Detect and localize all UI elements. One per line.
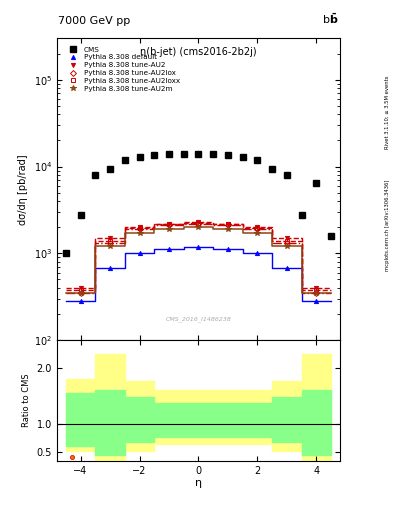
Pythia 8.308 tune-AU2m (108, 243, 112, 249)
Pythia 8.308 tune-AU2lox (78, 290, 83, 296)
CMS (285, 172, 289, 178)
Pythia 8.308 tune-AU2lox (167, 222, 171, 228)
CMS (93, 172, 97, 178)
Y-axis label: dσ/dη [pb/rad]: dσ/dη [pb/rad] (18, 154, 28, 225)
CMS (108, 165, 112, 172)
Line: Pythia 8.308 default: Pythia 8.308 default (79, 245, 318, 304)
Pythia 8.308 default (314, 298, 319, 305)
Pythia 8.308 tune-AU2m (167, 226, 171, 232)
Pythia 8.308 tune-AU2loxx (285, 238, 289, 244)
Line: Pythia 8.308 tune-AU2m: Pythia 8.308 tune-AU2m (78, 224, 319, 296)
Pythia 8.308 tune-AU2m (314, 290, 319, 296)
Line: Pythia 8.308 tune-AU2lox: Pythia 8.308 tune-AU2lox (79, 222, 318, 295)
Pythia 8.308 default (255, 249, 260, 255)
Pythia 8.308 tune-AU2 (226, 221, 230, 227)
Pythia 8.308 tune-AU2lox (108, 240, 112, 246)
Text: 7000 GeV pp: 7000 GeV pp (58, 15, 130, 26)
Pythia 8.308 tune-AU2loxx (78, 287, 83, 293)
Pythia 8.308 tune-AU2m (226, 226, 230, 232)
CMS (78, 211, 83, 218)
Text: mcplots.cern.ch [arXiv:1306.3436]: mcplots.cern.ch [arXiv:1306.3436] (385, 180, 390, 271)
Pythia 8.308 tune-AU2 (255, 224, 260, 230)
Pythia 8.308 default (78, 298, 83, 305)
Pythia 8.308 tune-AU2lox (226, 222, 230, 228)
CMS (329, 232, 333, 239)
CMS (211, 151, 215, 157)
CMS (122, 157, 127, 163)
CMS (167, 151, 171, 157)
Pythia 8.308 tune-AU2loxx (196, 220, 201, 226)
Text: Rivet 3.1.10; ≥ 3.5M events: Rivet 3.1.10; ≥ 3.5M events (385, 76, 390, 150)
Pythia 8.308 tune-AU2lox (314, 290, 319, 296)
Pythia 8.308 default (285, 265, 289, 271)
Pythia 8.308 tune-AU2loxx (226, 221, 230, 227)
Pythia 8.308 default (108, 265, 112, 271)
Text: CMS_2016_I1486238: CMS_2016_I1486238 (165, 316, 231, 322)
Pythia 8.308 tune-AU2 (137, 224, 142, 230)
Pythia 8.308 default (137, 249, 142, 255)
Line: CMS: CMS (63, 151, 334, 256)
Pythia 8.308 tune-AU2 (314, 285, 319, 291)
Line: Pythia 8.308 tune-AU2loxx: Pythia 8.308 tune-AU2loxx (79, 221, 318, 292)
Legend: CMS, Pythia 8.308 default, Pythia 8.308 tune-AU2, Pythia 8.308 tune-AU2lox, Pyth: CMS, Pythia 8.308 default, Pythia 8.308 … (63, 45, 181, 93)
CMS (255, 157, 260, 163)
CMS (137, 154, 142, 160)
Pythia 8.308 tune-AU2loxx (108, 238, 112, 244)
Pythia 8.308 tune-AU2loxx (167, 221, 171, 227)
Pythia 8.308 tune-AU2m (196, 224, 201, 230)
Pythia 8.308 tune-AU2loxx (137, 225, 142, 231)
Line: Pythia 8.308 tune-AU2: Pythia 8.308 tune-AU2 (79, 220, 318, 290)
Pythia 8.308 tune-AU2loxx (314, 287, 319, 293)
Pythia 8.308 tune-AU2 (167, 221, 171, 227)
CMS (270, 165, 274, 172)
Pythia 8.308 tune-AU2 (285, 235, 289, 241)
Pythia 8.308 tune-AU2m (137, 230, 142, 237)
Pythia 8.308 default (196, 244, 201, 250)
Pythia 8.308 tune-AU2lox (285, 240, 289, 246)
Pythia 8.308 tune-AU2m (285, 243, 289, 249)
CMS (196, 151, 201, 157)
Pythia 8.308 tune-AU2lox (137, 226, 142, 232)
CMS (241, 154, 245, 160)
Text: η(b-jet) (cms2016-2b2j): η(b-jet) (cms2016-2b2j) (140, 48, 257, 57)
CMS (226, 152, 230, 158)
Y-axis label: Ratio to CMS: Ratio to CMS (22, 374, 31, 428)
Pythia 8.308 tune-AU2loxx (255, 225, 260, 231)
Pythia 8.308 default (167, 246, 171, 252)
Pythia 8.308 tune-AU2lox (255, 226, 260, 232)
CMS (299, 211, 304, 218)
X-axis label: η: η (195, 478, 202, 488)
CMS (152, 152, 156, 158)
CMS (314, 180, 319, 186)
Pythia 8.308 tune-AU2 (108, 235, 112, 241)
Pythia 8.308 tune-AU2m (255, 230, 260, 237)
Pythia 8.308 tune-AU2m (78, 290, 83, 296)
Pythia 8.308 tune-AU2 (196, 219, 201, 225)
Text: b$\mathbf{\bar{b}}$: b$\mathbf{\bar{b}}$ (322, 11, 339, 26)
CMS (63, 250, 68, 257)
Pythia 8.308 default (226, 246, 230, 252)
CMS (181, 151, 186, 157)
Pythia 8.308 tune-AU2 (78, 285, 83, 291)
Pythia 8.308 tune-AU2lox (196, 221, 201, 227)
